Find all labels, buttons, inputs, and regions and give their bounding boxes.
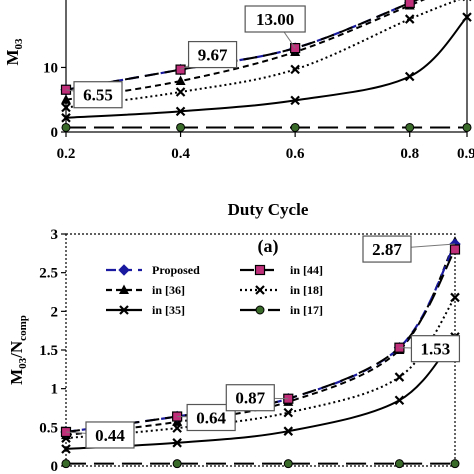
top-plot-frame (65, 0, 468, 133)
legend-marker-in44 (254, 264, 266, 276)
bottom-point-in17 (394, 459, 404, 469)
bottom-series-line-in18 (65, 296, 456, 440)
top-y-axis-label: M03 (3, 38, 25, 66)
bottom-point-in17 (450, 459, 460, 469)
bottom-point-in18 (450, 292, 460, 303)
legend-marker-in35 (119, 305, 129, 315)
bottom-annotation-box (225, 384, 275, 412)
top-x-tick-label: 0.9 (457, 146, 474, 162)
top-annotation-box (244, 5, 306, 33)
bottom-annotation-box (362, 235, 412, 263)
top-annotation-box (73, 81, 123, 109)
bottom-point-in35 (61, 444, 71, 454)
top-y-tick-label: 10 (43, 60, 58, 76)
top-point-in17 (290, 122, 300, 132)
bottom-annotation-text: 0.64 (196, 409, 226, 428)
top-caption: (a) (258, 236, 279, 257)
bottom-point-in17 (61, 459, 71, 469)
top-point-in44 (404, 0, 415, 9)
legend-marker-in18 (255, 285, 265, 295)
top-y-tick-label: 0 (51, 125, 59, 141)
bottom-y-label-sub2: comp (17, 315, 29, 341)
bottom-y-label-main: M (7, 369, 26, 385)
bottom-y-tick-label: 1 (51, 382, 59, 398)
bottom-point-in35 (394, 395, 405, 406)
bottom-y-tick-label: 2.5 (39, 266, 58, 282)
bottom-panel: 0 0.5 1 1.5 2 2.5 3 0.44 0.64 0.87 1.53 2.87 M03/Nc… (7, 227, 461, 474)
bottom-y-label-sub: 03 (17, 357, 29, 369)
top-annotation-box (187, 40, 238, 69)
top-point-in35 (462, 12, 472, 22)
top-point-in17 (462, 122, 472, 132)
top-point-in18 (61, 102, 71, 113)
top-x-axis-label: Duty Cycle (228, 200, 309, 219)
legend-marker-proposed (118, 264, 130, 276)
bottom-y-tick-label: 0.5 (39, 420, 58, 436)
top-point-in35 (404, 71, 415, 82)
bottom-y-tick-label: 2 (51, 304, 59, 320)
legend-label-in17: in [17] (290, 303, 323, 317)
top-y-label-sub: 03 (13, 38, 25, 50)
bottom-annotation-box (410, 335, 461, 363)
bottom-point-in35 (283, 426, 294, 436)
top-point-in18 (175, 87, 186, 97)
legend-label-in36: in [36] (152, 283, 185, 297)
bottom-y-tick-label: 1.5 (39, 343, 58, 359)
top-panel: 0 10 0.2 0.4 0.6 0.8 0.9 6.55 9.67 13.00 M03 Duty… (3, 0, 474, 257)
legend: Proposed in [44] in [36] in [18] in [35] in [… (106, 263, 323, 317)
bottom-annotation-text: 0.44 (95, 426, 125, 445)
top-point-in18 (290, 64, 300, 75)
top-point-in36 (61, 94, 71, 104)
top-point-in35 (175, 106, 186, 117)
top-point-in36 (175, 75, 186, 86)
bottom-y-axis-label: M03/Ncomp (7, 315, 29, 385)
top-x-tick-label: 0.4 (171, 146, 190, 162)
top-x-tick-label: 0.8 (400, 146, 419, 162)
legend-label-in35: in [35] (152, 303, 185, 317)
top-annotation-text: 6.55 (83, 86, 113, 105)
bottom-y-tick-label: 3 (51, 227, 59, 243)
top-series-line-in18 (65, 0, 461, 109)
bottom-annotation-text: 1.53 (421, 340, 451, 359)
legend-label-in18: in [18] (290, 283, 323, 297)
bottom-point-in35 (172, 438, 182, 448)
bottom-annotation-text: 2.87 (372, 240, 402, 259)
top-point-in35 (61, 113, 71, 123)
legend-label-proposed: Proposed (152, 263, 200, 277)
top-y-label-main: M (3, 49, 22, 65)
top-x-tick-label: 0.2 (57, 146, 76, 162)
bottom-y-label-rest: /N (7, 340, 26, 359)
top-point-in35 (290, 95, 300, 106)
bottom-point-in44 (449, 244, 461, 255)
bottom-point-in18 (394, 372, 405, 382)
top-series-group (60, 0, 472, 132)
bottom-point-in18 (283, 407, 294, 418)
top-point-in18 (404, 14, 415, 24)
legend-marker-in36 (119, 284, 129, 294)
bottom-point-in17 (283, 459, 293, 469)
top-point-in17 (61, 122, 71, 132)
legend-marker-in17 (255, 305, 265, 315)
top-point-in17 (176, 122, 186, 132)
top-point-in17 (405, 122, 415, 132)
top-annotation-text: 13.00 (256, 10, 294, 29)
top-x-tick-label: 0.6 (286, 146, 305, 162)
bottom-annotation-text: 0.87 (235, 389, 265, 408)
bottom-annotation-box (85, 421, 135, 449)
bottom-y-tick-label: 0 (51, 459, 59, 474)
bottom-point-in17 (172, 459, 182, 469)
top-annotation-text: 9.67 (198, 46, 228, 65)
legend-label-in44: in [44] (290, 263, 323, 277)
